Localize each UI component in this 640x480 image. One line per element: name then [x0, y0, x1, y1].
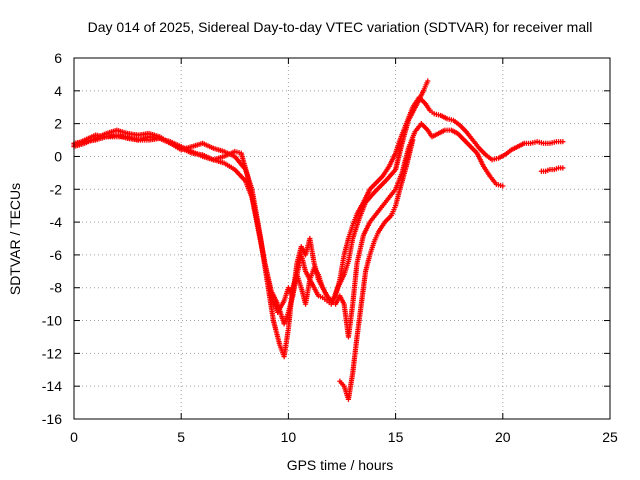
- x-axis-label: GPS time / hours: [287, 457, 394, 473]
- y-tick-label: -2: [50, 181, 63, 197]
- y-tick-label: 4: [54, 83, 62, 99]
- x-tick-label: 15: [388, 429, 404, 445]
- data-point: [500, 183, 506, 189]
- axis-ticks: [73, 57, 611, 420]
- data-points: [71, 78, 566, 402]
- data-point: [410, 137, 416, 143]
- y-tick-labels: 6 4 2 0 -2 -4 -6 -8 -10 -12 -14 -16: [42, 50, 62, 427]
- y-tick-label: -12: [42, 345, 62, 361]
- x-tick-labels: 0 5 10 15 20 25: [70, 429, 618, 445]
- y-tick-label: -10: [42, 313, 62, 329]
- y-tick-label: 2: [54, 116, 62, 132]
- chart-title: Day 014 of 2025, Sidereal Day-to-day VTE…: [88, 19, 593, 35]
- x-tick-label: 5: [177, 429, 185, 445]
- data-point: [425, 78, 431, 84]
- y-tick-label: -14: [42, 378, 62, 394]
- y-tick-label: 0: [54, 148, 62, 164]
- x-tick-label: 25: [602, 429, 618, 445]
- x-tick-label: 10: [281, 429, 297, 445]
- plot-frame: [73, 57, 611, 420]
- data-point: [560, 139, 566, 145]
- x-tick-label: 0: [70, 429, 78, 445]
- x-tick-label: 20: [495, 429, 511, 445]
- y-tick-label: -16: [42, 411, 62, 427]
- data-point: [560, 165, 566, 171]
- y-tick-label: -6: [50, 247, 63, 263]
- y-tick-label: 6: [54, 50, 62, 66]
- y-axis-label: SDTVAR / TECUs: [7, 183, 23, 295]
- y-tick-label: -4: [50, 214, 63, 230]
- y-tick-label: -8: [50, 280, 63, 296]
